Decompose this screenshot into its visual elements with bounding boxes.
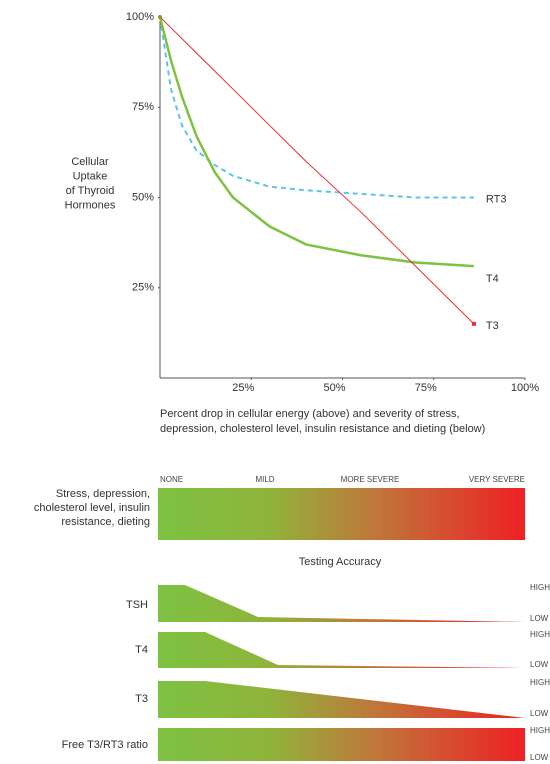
line-series (159, 16, 474, 199)
accuracy-row-label: TSH (126, 599, 148, 611)
y-tick-label: 100% (126, 11, 154, 23)
accuracy-low: LOW (530, 614, 549, 623)
severity-level: MORE SEVERE (341, 475, 400, 484)
x-tick-label: 100% (511, 382, 539, 394)
x-tick-label: 50% (323, 382, 345, 394)
accuracy-row-label: T4 (135, 644, 148, 656)
y-tick-label: 50% (132, 191, 154, 203)
y-tick-label: 75% (132, 101, 154, 113)
x-tick-label: 25% (232, 382, 254, 394)
series-label: RT3 (486, 193, 507, 205)
severity-bar (158, 488, 525, 540)
accuracy-shape (158, 585, 525, 622)
severity-label: resistance, dieting (61, 516, 150, 528)
y-axis-label: of Thyroid (66, 185, 115, 197)
accuracy-high: HIGH (530, 726, 550, 735)
accuracy-shape (158, 681, 525, 718)
severity-level: MILD (255, 475, 274, 484)
severity-label: cholesterol level, insulin (34, 502, 150, 514)
severity-level: VERY SEVERE (469, 475, 525, 484)
y-axis-label: Uptake (73, 170, 108, 182)
accuracy-low: LOW (530, 709, 549, 718)
severity-level: NONE (160, 475, 183, 484)
y-axis-label: Hormones (65, 199, 116, 211)
end-marker (471, 321, 476, 326)
series-label: T3 (486, 320, 499, 332)
start-dot (158, 15, 162, 19)
accuracy-shape (158, 632, 525, 668)
accuracy-row-label: T3 (135, 693, 148, 705)
x-axis-label: depression, cholesterol level, insulin r… (160, 423, 485, 435)
x-axis-label: Percent drop in cellular energy (above) … (160, 408, 460, 420)
accuracy-high: HIGH (530, 678, 550, 687)
severity-label: Stress, depression, (56, 488, 150, 500)
x-tick-label: 75% (415, 382, 437, 394)
line-series (158, 16, 474, 268)
accuracy-title: Testing Accuracy (299, 556, 382, 568)
accuracy-high: HIGH (530, 630, 550, 639)
line-series (159, 16, 475, 325)
accuracy-low: LOW (530, 753, 549, 762)
accuracy-row-label: Free T3/RT3 ratio (62, 739, 148, 751)
series-label: T4 (486, 273, 499, 285)
accuracy-low: LOW (530, 660, 549, 669)
y-tick-label: 25% (132, 282, 154, 294)
y-axis-label: Cellular (71, 156, 109, 168)
accuracy-shape (158, 728, 525, 761)
accuracy-high: HIGH (530, 583, 550, 592)
